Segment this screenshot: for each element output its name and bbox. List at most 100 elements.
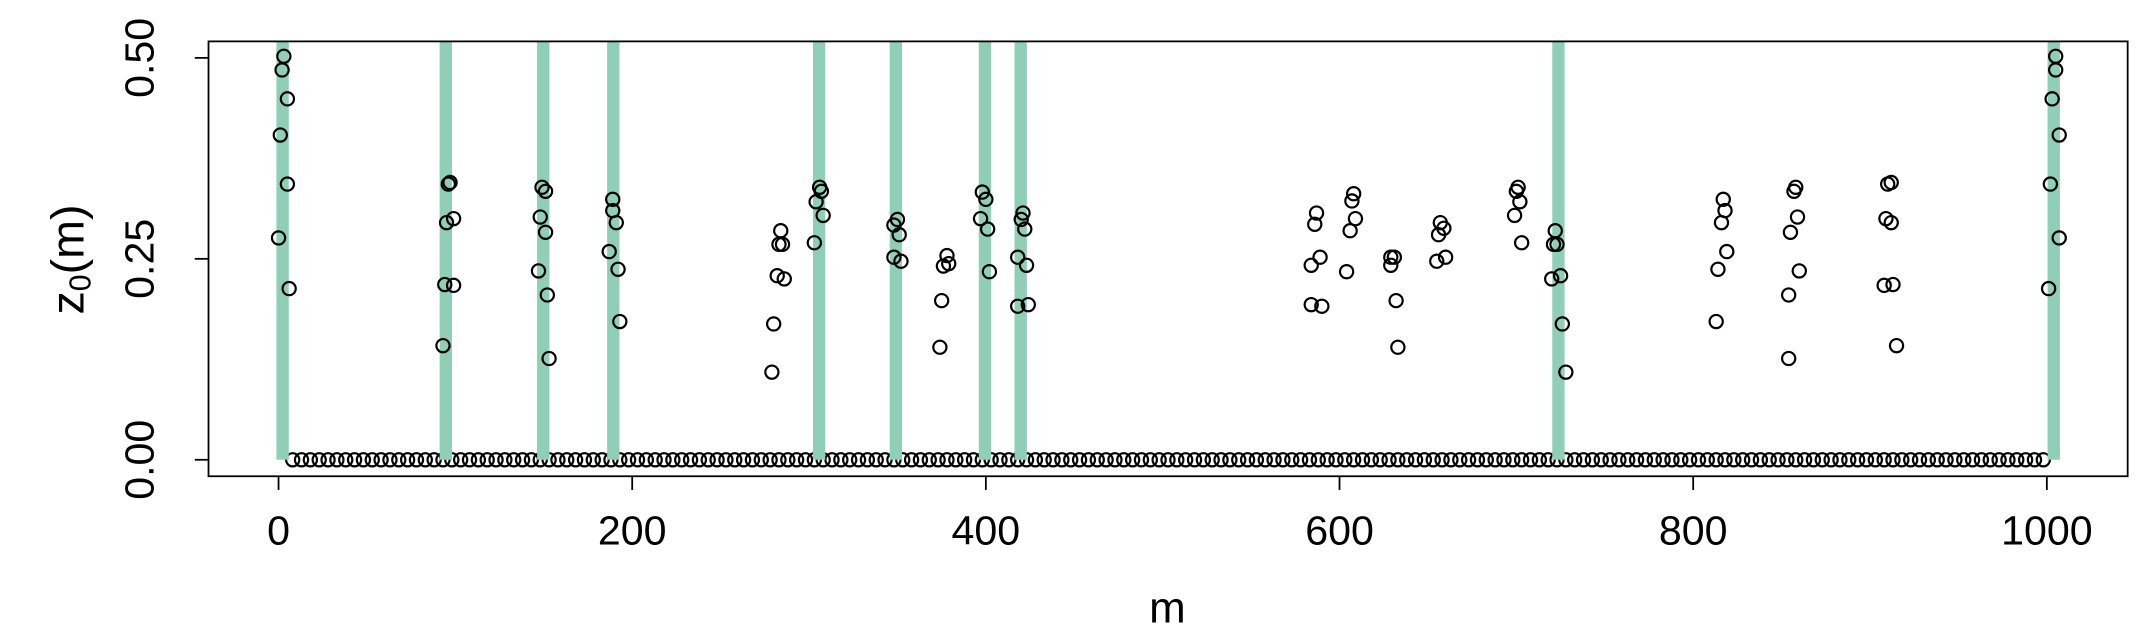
point xyxy=(1885,276,1901,293)
point xyxy=(1505,452,1521,468)
point xyxy=(514,452,531,468)
point xyxy=(1257,452,1273,468)
point xyxy=(753,452,769,468)
point xyxy=(1195,452,1212,468)
point xyxy=(610,261,626,277)
point xyxy=(355,452,372,468)
point xyxy=(797,452,814,468)
point xyxy=(1434,452,1450,468)
point xyxy=(1637,452,1654,468)
point xyxy=(272,127,288,143)
point xyxy=(1071,452,1088,468)
point xyxy=(1628,452,1645,468)
point xyxy=(445,277,462,294)
point xyxy=(1151,452,1167,468)
point xyxy=(1469,452,1486,468)
y-label-main: z xyxy=(42,291,94,314)
plot-frame xyxy=(207,40,2129,478)
point xyxy=(1920,452,1937,468)
point xyxy=(1554,316,1571,332)
point xyxy=(2048,62,2064,78)
point xyxy=(788,452,805,468)
point xyxy=(620,452,637,468)
point xyxy=(939,247,955,264)
point xyxy=(1222,452,1238,468)
point xyxy=(605,191,621,208)
point xyxy=(1018,257,1035,273)
point xyxy=(1186,452,1203,468)
point xyxy=(1991,452,2007,468)
point xyxy=(1726,452,1742,468)
point xyxy=(408,452,425,468)
point xyxy=(1506,207,1523,224)
point xyxy=(1390,339,1406,355)
point xyxy=(1575,452,1592,468)
point xyxy=(1903,452,1919,468)
point xyxy=(506,452,522,468)
point xyxy=(1436,220,1452,236)
point xyxy=(1876,452,1892,468)
point xyxy=(1098,452,1114,468)
point xyxy=(647,452,663,468)
point xyxy=(1231,452,1247,468)
point xyxy=(1345,452,1362,468)
point xyxy=(956,452,973,468)
point xyxy=(270,230,287,246)
point xyxy=(859,452,876,468)
point xyxy=(1345,186,1362,202)
point xyxy=(364,452,380,468)
point xyxy=(559,452,575,468)
point xyxy=(771,452,787,468)
point xyxy=(440,176,456,192)
point xyxy=(1177,452,1194,468)
point xyxy=(1788,179,1804,195)
point xyxy=(932,339,948,355)
point xyxy=(1770,452,1786,468)
point xyxy=(1780,287,1797,303)
point xyxy=(470,452,487,468)
point xyxy=(1169,452,1185,468)
point xyxy=(1690,452,1707,468)
point xyxy=(1303,296,1319,313)
point xyxy=(1788,452,1804,468)
point xyxy=(1080,452,1097,468)
point xyxy=(1496,452,1512,468)
point xyxy=(479,452,495,468)
point xyxy=(1429,253,1445,269)
point xyxy=(435,337,451,354)
point xyxy=(452,452,469,468)
point xyxy=(1284,452,1300,468)
point xyxy=(1947,452,1963,468)
point xyxy=(774,236,791,253)
point xyxy=(1407,452,1424,468)
point xyxy=(903,452,920,468)
point xyxy=(1867,452,1883,468)
point xyxy=(1664,452,1680,468)
point xyxy=(1512,194,1528,210)
point xyxy=(1347,210,1364,227)
point xyxy=(1116,452,1132,468)
point xyxy=(1303,257,1319,273)
point xyxy=(815,207,831,224)
point xyxy=(1460,452,1477,468)
point xyxy=(1416,452,1433,468)
point xyxy=(1973,452,1990,468)
point xyxy=(437,276,453,293)
point xyxy=(550,452,566,468)
point xyxy=(1344,193,1360,209)
point xyxy=(1602,452,1618,468)
point xyxy=(382,452,398,468)
point xyxy=(1717,452,1733,468)
point xyxy=(891,227,907,243)
point xyxy=(638,452,655,468)
point xyxy=(1531,452,1548,468)
point xyxy=(682,452,699,468)
point xyxy=(1045,452,1061,468)
point xyxy=(1841,452,1857,468)
point xyxy=(813,183,830,199)
point xyxy=(373,452,389,468)
point xyxy=(1715,191,1731,208)
point xyxy=(1010,249,1026,265)
point xyxy=(1017,221,1033,237)
point xyxy=(391,452,407,468)
